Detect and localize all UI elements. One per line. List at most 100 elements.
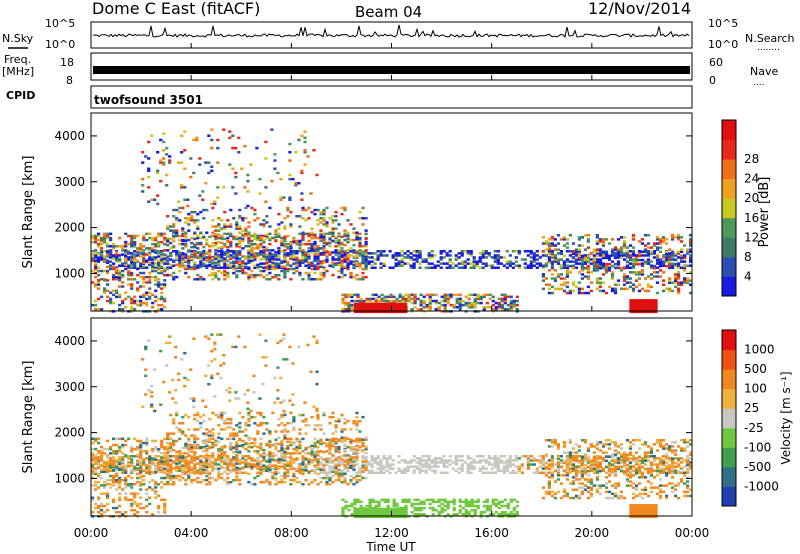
power-cell-2519 [586,240,590,243]
power-cell-650 [535,254,539,257]
velocity-cell-1001 [112,468,116,472]
power-cell-2953 [361,302,365,306]
power-cell-790 [628,250,633,253]
power-cell-284 [280,250,284,253]
power-cell-1894 [322,219,326,222]
power-cell-629 [523,250,527,253]
power-cell-2902 [148,291,152,294]
velocity-cell-457 [388,465,392,468]
velocity-cell-501 [421,465,425,468]
velocity-cell-1 [91,469,95,472]
velocity-cell-1088 [139,456,143,459]
velocity-cell-704 [550,461,554,464]
power-cell-113 [169,258,173,261]
power-cell-3082 [644,308,648,312]
velocity-cell-1648 [346,464,350,467]
velocity-cell-560 [457,455,461,458]
power-cell-1684 [172,231,176,234]
power-cell-887 [94,263,98,267]
power-cell-1906 [328,231,332,234]
power-cell-760 [610,254,615,257]
power-cell-1446 [289,255,293,258]
power-cell-1085 [157,245,161,248]
power-cell-1301 [241,269,245,273]
power-cell-885 [94,267,98,271]
power-cell-1377 [265,261,269,264]
power-cell-2868 [130,297,134,301]
power-cell-2874 [133,299,137,303]
velocity-cell-1336 [223,458,227,461]
power-cell-132 [181,252,185,255]
power-cell-637 [529,260,533,263]
velocity-cell-1153 [160,439,164,443]
power-cell-3012 [391,304,395,308]
power-cell-2110 [344,308,348,311]
power-cell-983 [124,242,128,246]
power-cell-610 [508,264,512,267]
velocity-cell-853 [640,457,645,460]
power-cell-1724 [193,219,197,222]
power-cell-553 [469,266,473,269]
power-cell-2613 [622,283,627,286]
power-cell-2846 [118,303,122,307]
power-cell-2380 [515,295,519,299]
velocity-cell-863 [649,467,654,470]
power-cell-646 [532,252,536,255]
velocity-cell-581 [472,467,476,470]
power-cell-2383 [541,275,545,278]
power-cell-2057 [249,163,253,166]
power-cell-1354 [256,236,260,240]
power-cell-1560 [325,232,329,236]
velocity-cell-1713 [169,446,173,450]
power-cell-1610 [346,267,350,271]
velocity-cell-363 [331,467,335,470]
power-cell-2309 [467,293,471,297]
nsky-tick-bottom: 10^0 [45,38,75,51]
velocity-cell-416 [367,471,371,474]
power-cell-1863 [301,231,305,234]
velocity-cell-330 [304,463,308,466]
power-cell-3063 [636,304,641,308]
power-cell-2453 [565,285,569,289]
velocity-cell-1551 [310,454,314,457]
power-cell-1520 [316,267,320,271]
velocity-cell-1770 [205,438,209,441]
power-cell-2904 [148,281,152,284]
power-cell-2827 [103,279,107,282]
velocity-cell-676 [532,463,536,466]
velocity-cell-1345 [226,464,230,467]
power-cell-277 [277,264,281,267]
power-cell-2060 [258,177,262,181]
velocity-cell-358 [328,469,332,472]
power-cell-1955 [141,184,145,187]
velocity-cell-643 [508,461,512,464]
velocity-cell-920 [680,457,684,460]
power-cell-2808 [689,234,693,237]
velocity-cell-794 [604,471,609,474]
power-cell-384 [349,250,353,253]
power-cell-2355 [500,297,504,301]
power-cell-1401 [271,249,275,252]
velocity-cell-246 [247,455,251,458]
power-cell-1533 [319,263,323,267]
power-cell-2370 [509,299,513,303]
velocity-cell-1710 [166,436,170,439]
power-cell-888 [94,261,98,264]
velocity-cell-1048 [124,468,128,472]
power-cell-2374 [512,301,516,305]
velocity-cell-496 [418,463,422,466]
power-cell-1290 [235,245,239,248]
freq-tick-8: 8 [66,74,73,87]
power-cell-901 [97,242,101,246]
velocity-cell-503 [421,459,425,462]
power-cell-2797 [689,291,693,295]
power-cell-2771 [677,271,681,274]
power-cell-2928 [163,306,167,309]
power-cell-2652 [634,262,639,266]
power-cell-2312 [470,301,474,305]
power-cell-2766 [677,283,681,286]
power-cell-2592 [613,283,618,286]
velocity-cell-222 [232,461,236,464]
velocity-cell-675 [532,471,536,474]
power-cell-1927 [340,212,344,216]
